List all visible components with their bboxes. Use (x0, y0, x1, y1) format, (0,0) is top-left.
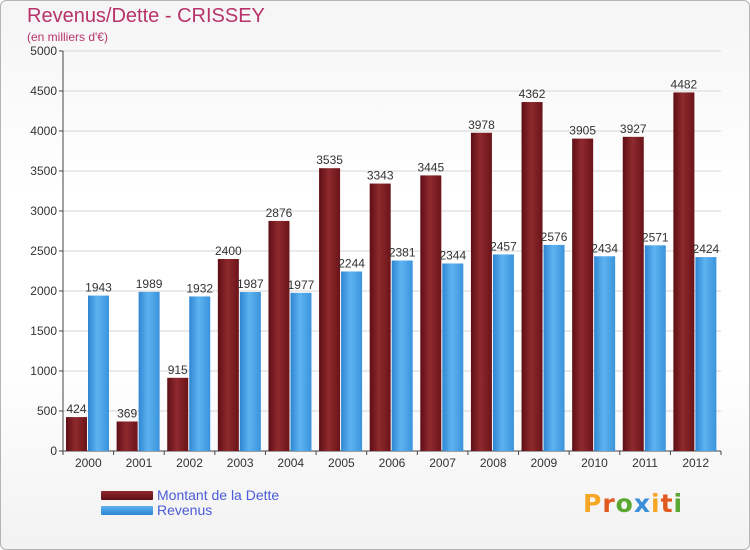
proxiti-logo: Proxiti (583, 489, 683, 518)
bar-revenus (290, 292, 312, 451)
bar-dette (673, 92, 695, 451)
bar-dette (268, 220, 290, 451)
bar-dette (420, 175, 442, 451)
legend-item-dette: Montant de la Dette (101, 487, 279, 503)
bar-revenus (88, 295, 109, 451)
y-tick-label: 5000 (30, 44, 57, 58)
bar-revenus (594, 256, 616, 451)
bar-dette (470, 132, 492, 451)
data-label: 2571 (642, 230, 669, 244)
data-label: 915 (168, 363, 188, 377)
x-tick-label: 2004 (277, 456, 304, 470)
bar-revenus (138, 291, 160, 451)
x-tick-label: 2010 (581, 456, 608, 470)
bar-revenus (391, 260, 413, 451)
legend-swatch-revenus (101, 505, 153, 515)
bar-dette (369, 183, 391, 451)
data-label: 1932 (186, 281, 213, 295)
logo-letter: r (602, 489, 616, 518)
x-tick-label: 2012 (682, 456, 709, 470)
x-tick-label: 2008 (480, 456, 507, 470)
chart-title: Revenus/Dette - CRISSEY (27, 5, 265, 27)
x-tick-label: 2009 (530, 456, 557, 470)
bar-revenus (341, 271, 363, 451)
data-label: 3927 (620, 122, 647, 136)
x-tick-label: 2005 (328, 456, 355, 470)
logo-letter: x (633, 489, 651, 518)
bar-dette (167, 377, 189, 451)
x-tick-label: 2003 (227, 456, 254, 470)
y-tick-label: 500 (37, 404, 57, 418)
legend-label-revenus: Revenus (157, 502, 213, 518)
x-tick-label: 2007 (429, 456, 456, 470)
bar-dette (319, 168, 341, 451)
y-tick-label: 3500 (30, 164, 57, 178)
data-label: 2424 (693, 242, 720, 256)
bar-dette (66, 417, 87, 451)
data-label: 3905 (569, 124, 596, 138)
data-label: 1987 (237, 277, 264, 291)
bar-revenus (442, 263, 464, 451)
bar-dette (622, 136, 644, 451)
y-tick-label: 4500 (30, 84, 57, 98)
data-label: 2876 (266, 206, 293, 220)
data-label: 1977 (288, 278, 315, 292)
logo-letter: t (660, 489, 674, 518)
y-tick-label: 3000 (30, 204, 57, 218)
bar-revenus (492, 254, 514, 451)
data-label: 3535 (316, 153, 343, 167)
bar-revenus (543, 244, 565, 451)
data-label: 2381 (389, 246, 416, 260)
y-tick-label: 2000 (30, 284, 57, 298)
data-label: 2344 (439, 248, 466, 262)
data-label: 4362 (519, 87, 546, 101)
y-tick-label: 0 (50, 444, 57, 458)
y-tick-label: 2500 (30, 244, 57, 258)
x-tick-label: 2001 (126, 456, 153, 470)
logo-letter: i (673, 489, 684, 518)
data-label: 3445 (417, 160, 444, 174)
x-tick-label: 2006 (379, 456, 406, 470)
bar-revenus (189, 296, 211, 451)
data-label: 424 (66, 402, 86, 416)
data-label: 369 (117, 406, 137, 420)
bar-revenus (644, 245, 666, 451)
data-label: 3343 (367, 169, 394, 183)
data-label: 4482 (671, 77, 698, 91)
y-tick-label: 1500 (30, 324, 57, 338)
logo-letter: o (615, 489, 634, 518)
data-label: 2244 (338, 256, 365, 270)
bar-revenus (239, 292, 261, 451)
data-label: 1943 (85, 281, 112, 295)
logo-letter: P (583, 489, 603, 518)
x-tick-label: 2002 (176, 456, 203, 470)
legend-item-revenus: Revenus (101, 502, 212, 518)
data-label: 2576 (541, 230, 568, 244)
data-label: 2434 (591, 241, 618, 255)
bar-dette (116, 421, 138, 451)
data-label: 2457 (490, 239, 517, 253)
legend-label-dette: Montant de la Dette (157, 487, 280, 503)
bar-revenus (695, 257, 717, 451)
bar-dette (521, 102, 543, 451)
x-tick-label: 2000 (75, 456, 102, 470)
logo-letter: i (651, 489, 661, 518)
legend-swatch-dette (101, 490, 153, 500)
chart-subtitle: (en milliers d'€) (27, 30, 108, 44)
y-tick-label: 1000 (30, 364, 57, 378)
bar-dette (572, 138, 594, 451)
y-tick-label: 4000 (30, 124, 57, 138)
x-tick-label: 2011 (632, 456, 658, 470)
data-label: 1989 (136, 277, 163, 291)
bar-dette (217, 259, 239, 451)
data-label: 2400 (215, 244, 242, 258)
data-label: 3978 (468, 118, 495, 132)
